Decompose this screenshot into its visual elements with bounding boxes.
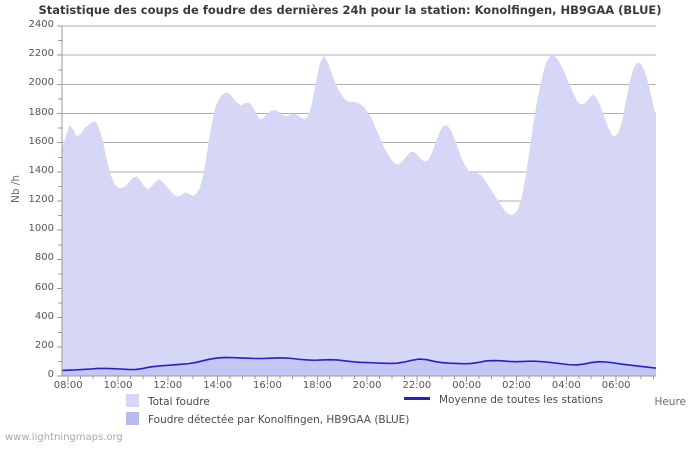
y-tick-label: 1000 bbox=[28, 223, 54, 235]
legend-label-total-foudre: Total foudre bbox=[148, 396, 210, 408]
legend-item-average: Moyenne de toutes les stations bbox=[404, 394, 603, 406]
x-tick-label: 18:00 bbox=[302, 380, 332, 391]
chart-title: Statistique des coups de foudre des dern… bbox=[38, 3, 662, 17]
legend-item-total-foudre: Total foudre bbox=[126, 394, 210, 408]
y-tick-label: 2400 bbox=[28, 19, 54, 30]
y-tick-label: 200 bbox=[34, 339, 54, 351]
x-tick-label: 20:00 bbox=[352, 380, 382, 391]
y-tick-label: 1200 bbox=[28, 194, 54, 205]
legend-swatch-detected bbox=[126, 412, 139, 425]
legend-line-average bbox=[404, 397, 430, 400]
y-tick-label: 2200 bbox=[28, 48, 54, 60]
x-tick-label: 02:00 bbox=[502, 380, 531, 391]
legend-item-detected: Foudre détectée par Konolfingen, HB9GAA … bbox=[126, 412, 409, 426]
y-axis-tick-labels: 0 200 400 600 800 1000 1200 1400 1600 1800 2000 220… bbox=[8, 0, 54, 450]
x-tick-label: 04:00 bbox=[551, 380, 581, 391]
x-tick-label: 16:00 bbox=[253, 380, 282, 391]
legend-swatch-total-foudre bbox=[126, 394, 139, 407]
legend-label-detected: Foudre détectée par Konolfingen, HB9GAA … bbox=[148, 414, 410, 426]
watermark-text: www.lightningmaps.org bbox=[5, 432, 123, 443]
x-tick-label: 12:00 bbox=[153, 380, 183, 391]
y-tick-label: 1600 bbox=[28, 135, 54, 147]
x-axis-label: Heure bbox=[654, 396, 686, 408]
x-tick-label: 06:00 bbox=[601, 380, 631, 391]
x-tick-label: 10:00 bbox=[103, 380, 133, 391]
y-tick-label: 600 bbox=[34, 281, 54, 293]
x-tick-label: 00:00 bbox=[452, 380, 482, 391]
y-tick-label: 1400 bbox=[28, 164, 54, 176]
y-tick-label: 0 bbox=[47, 369, 54, 380]
x-tick-label: 22:00 bbox=[402, 380, 432, 391]
x-tick-label: 14:00 bbox=[203, 380, 233, 391]
y-tick-label: 1800 bbox=[28, 106, 54, 118]
y-tick-label: 800 bbox=[34, 252, 54, 264]
y-tick-label: 2000 bbox=[28, 77, 54, 89]
x-tick-label: 08:00 bbox=[53, 380, 83, 391]
legend-label-average: Moyenne de toutes les stations bbox=[439, 394, 604, 406]
y-tick-label: 400 bbox=[34, 310, 54, 322]
